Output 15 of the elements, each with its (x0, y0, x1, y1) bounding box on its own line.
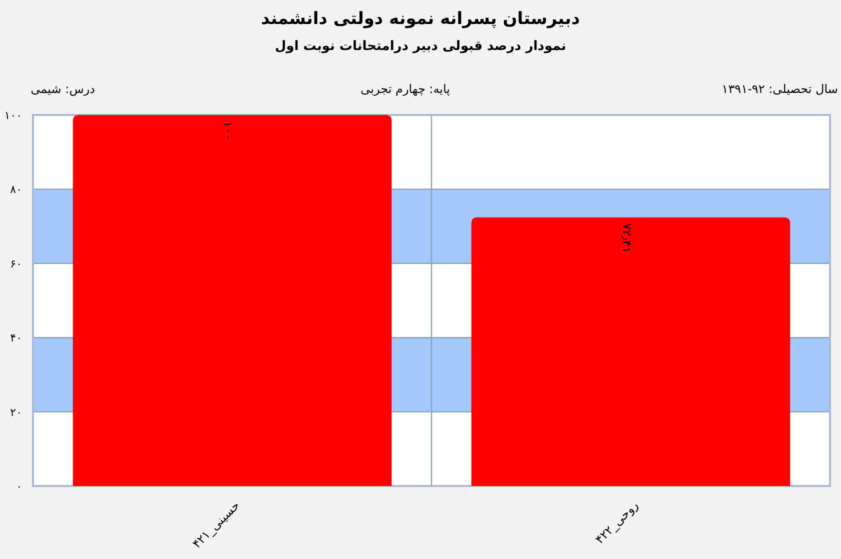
text: سال تحصیلی: ۹۲-۱۳۹۱ (722, 82, 838, 96)
y-tick-label: ۰ (16, 480, 22, 493)
data-label: ۱۰۰ (221, 121, 236, 140)
y-tick-label: ۲۰ (10, 406, 22, 419)
data-label: ۷۲٫۴۱ (620, 223, 634, 254)
text: پایه: چهارم تجربی (360, 82, 450, 96)
y-tick-label: ۸۰ (10, 183, 22, 196)
y-tick-label: ۴۰ (10, 332, 22, 345)
chart-subtitle: نمودار درصد قبولی دبیر درامتحانات نوبت اول (274, 39, 566, 54)
y-tick-label: ۶۰ (10, 257, 22, 270)
x-tick-label: روحی_۴۲۲ (592, 498, 642, 547)
chart-title: دبیرستان پسرانه نمونه دولتی دانشمند (261, 9, 580, 29)
text: درس: شیمی (30, 82, 95, 96)
y-tick-label: ۱۰۰ (4, 109, 22, 122)
x-tick-label: حسینی_۴۲۱ (190, 498, 242, 552)
